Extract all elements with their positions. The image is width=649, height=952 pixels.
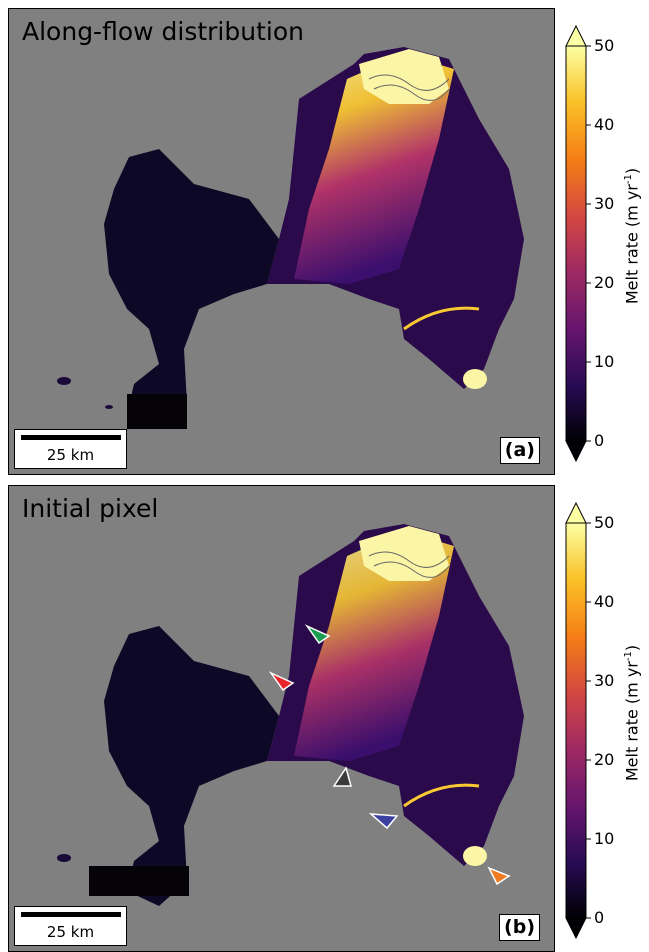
tick-label: 0 — [594, 431, 605, 450]
tick-label: 50 — [594, 513, 615, 532]
arrow-marker-blue — [368, 813, 399, 830]
tick-label: 20 — [594, 750, 615, 769]
southeast-melt-spot — [463, 369, 487, 389]
scale-bar-label: 25 km — [46, 923, 95, 941]
ice-shelf-west — [104, 149, 279, 429]
arrow-marker-green — [304, 624, 331, 645]
panel-a: Along-flow distribution 25 km (a) — [8, 8, 555, 475]
colorbar-label: Melt rate (m yr-1) — [622, 167, 642, 305]
scale-bar: 25 km — [14, 429, 127, 469]
tick-label: 50 — [594, 36, 615, 55]
scale-bar-label: 25 km — [46, 446, 95, 464]
panel-letter: (a) — [499, 437, 540, 464]
tick-label: 30 — [594, 671, 615, 690]
tick-label: 40 — [594, 115, 615, 134]
arrow-marker-red — [268, 671, 295, 692]
panel-title: Initial pixel — [22, 494, 159, 523]
melt-rate-map-b — [57, 524, 524, 906]
panel-title: Along-flow distribution — [22, 17, 304, 46]
high-melt-zone — [294, 54, 454, 284]
arrow-marker-black — [332, 766, 352, 787]
colorbar-label: Melt rate (m yr-1) — [622, 644, 642, 782]
arrow-marker-orange — [487, 866, 511, 886]
tick-label: 10 — [594, 352, 615, 371]
colorbar-gradient — [565, 24, 591, 463]
scale-bar-line — [21, 435, 121, 440]
ice-shelf-west — [104, 626, 279, 906]
scale-bar-line — [21, 912, 121, 917]
melt-rate-map-a — [57, 47, 524, 429]
tick-label: 10 — [594, 829, 615, 848]
southeast-melt-spot — [463, 846, 487, 866]
scale-bar: 25 km — [14, 906, 127, 946]
panel-letter: (b) — [499, 914, 540, 941]
tick-label: 20 — [594, 273, 615, 292]
tick-label: 0 — [594, 908, 605, 927]
tick-label: 30 — [594, 194, 615, 213]
panel-b: Initial pixel 25 km (b) — [8, 485, 555, 952]
tick-label: 40 — [594, 592, 615, 611]
high-melt-zone — [294, 531, 454, 761]
colorbar-gradient — [565, 501, 591, 940]
